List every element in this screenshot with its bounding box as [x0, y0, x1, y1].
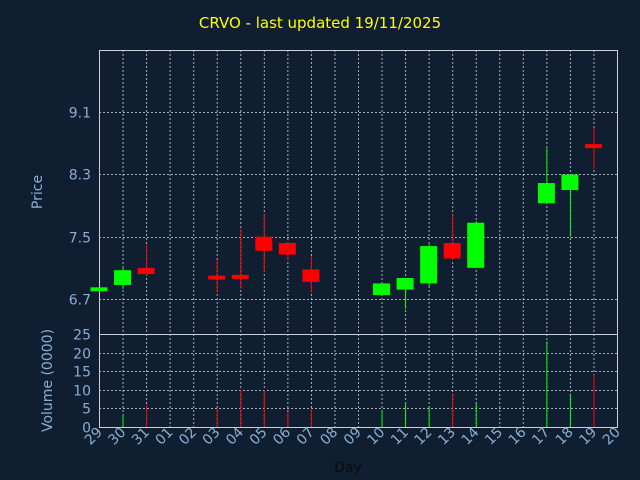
x-tick-label: 14	[459, 424, 483, 448]
x-tick-label: 13	[435, 425, 459, 449]
x-tick-label: 01	[153, 425, 177, 449]
candle-body	[537, 183, 555, 204]
x-tick-label: 17	[529, 425, 553, 449]
candle-body	[443, 242, 461, 259]
candle-body	[137, 267, 155, 275]
candle-body	[396, 277, 414, 290]
candle-body	[278, 242, 296, 255]
price-axis-label: Price	[30, 175, 46, 209]
candle-body	[231, 274, 249, 279]
x-tick-label: 04	[223, 424, 247, 448]
volume-panel-frame	[99, 334, 618, 428]
x-tick-label: 02	[176, 425, 200, 449]
candle-body	[255, 236, 273, 251]
x-axis-label: Day	[334, 460, 362, 476]
candle-body	[90, 287, 108, 292]
x-tick-label: 12	[412, 425, 436, 449]
price-tick-label: 6.7	[69, 293, 91, 309]
volume-tick-label: 0	[82, 421, 91, 437]
x-tick-label: 10	[364, 425, 388, 449]
candle-body	[561, 174, 579, 191]
x-tick-label: 18	[553, 425, 577, 449]
candle-body	[302, 269, 320, 282]
x-tick-label: 03	[200, 425, 224, 449]
price-tick-label: 8.3	[69, 168, 91, 184]
candle-body	[114, 270, 132, 285]
x-tick-label: 20	[600, 425, 624, 449]
price-tick-label: 7.5	[69, 231, 91, 247]
x-tick-label: 16	[506, 424, 530, 448]
x-tick-label: 30	[105, 425, 129, 449]
candle-body	[208, 275, 226, 280]
x-tick-label: 11	[388, 425, 412, 449]
volume-tick-label: 25	[73, 328, 91, 344]
candle-body	[467, 222, 485, 268]
volume-tick-label: 10	[73, 384, 91, 400]
x-tick-label: 15	[482, 425, 506, 449]
chart-title: CRVO - last updated 19/11/2025	[198, 14, 442, 32]
x-tick-label: 31	[129, 425, 153, 449]
x-tick-label: 05	[247, 425, 271, 449]
price-tick-label: 9.1	[69, 106, 91, 122]
x-tick-label: 06	[270, 424, 294, 448]
x-tick-label: 08	[317, 425, 341, 449]
volume-tick-label: 15	[73, 365, 91, 381]
x-tick-label: 09	[341, 425, 365, 449]
candle-body	[584, 144, 602, 149]
x-tick-label: 19	[576, 425, 600, 449]
candle-body	[373, 283, 391, 296]
x-tick-label: 07	[294, 425, 318, 449]
volume-tick-label: 20	[73, 347, 91, 363]
volume-axis-label: Volume (0000)	[40, 329, 56, 432]
candle-body	[420, 246, 438, 284]
volume-tick-label: 5	[82, 402, 91, 418]
